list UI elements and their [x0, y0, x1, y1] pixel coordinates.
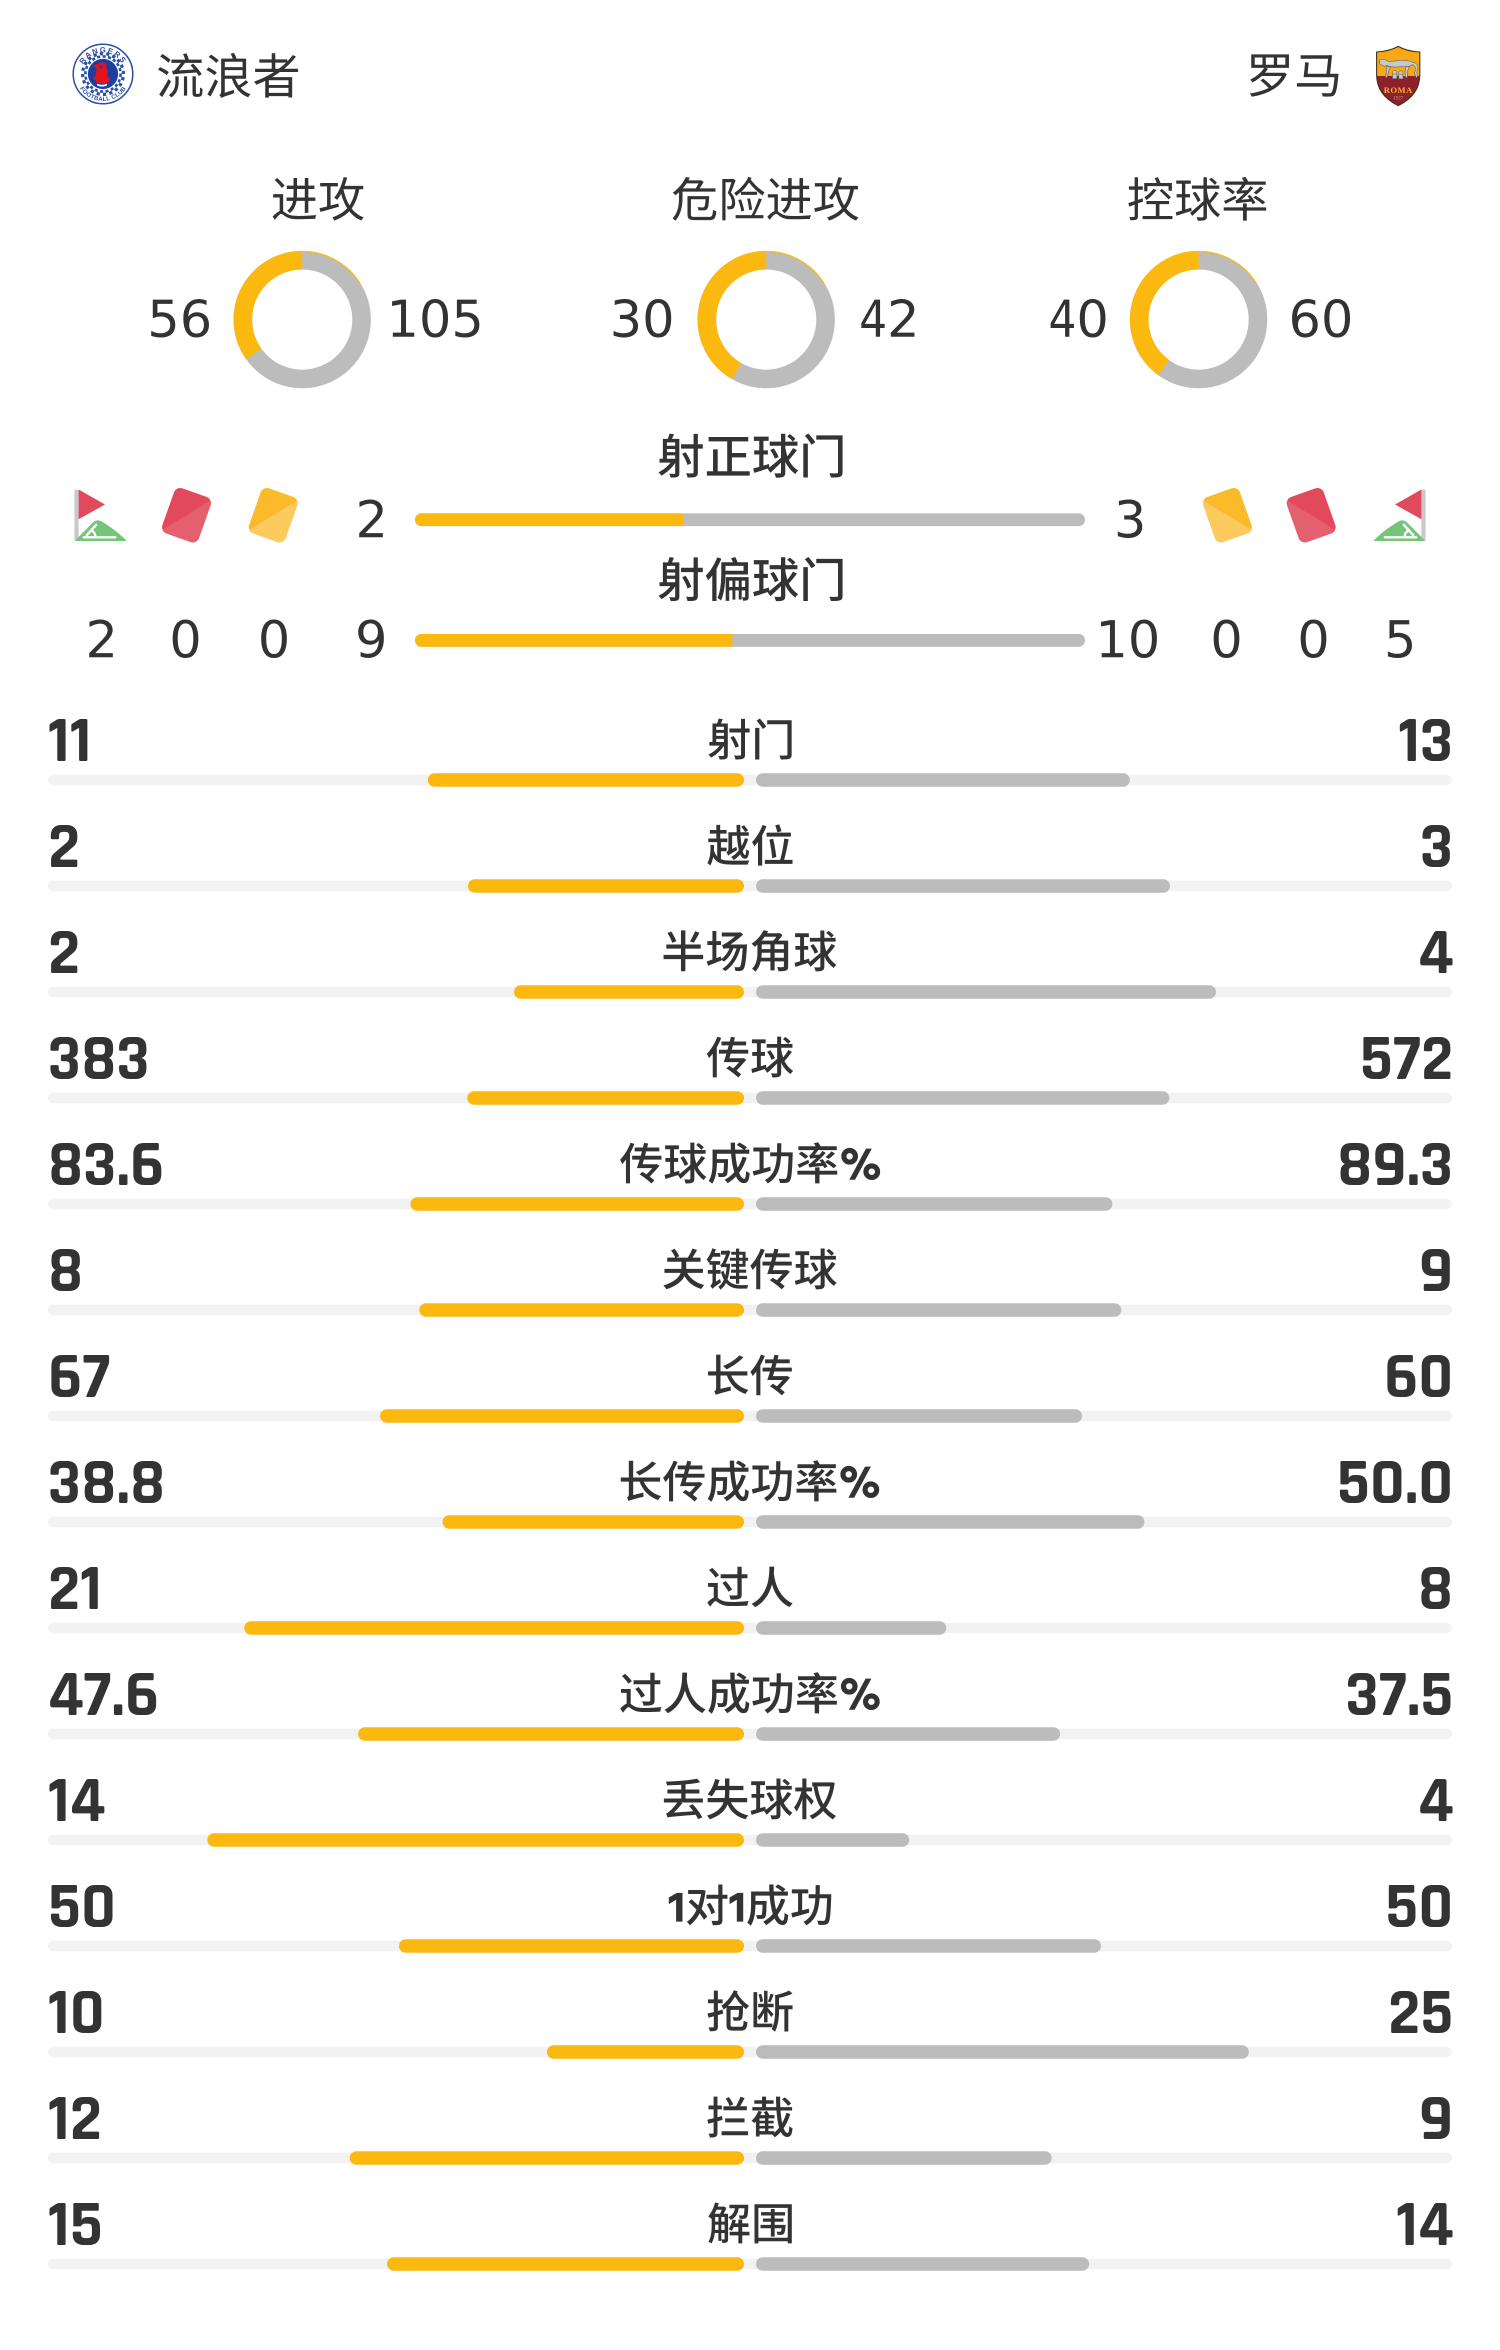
svg-text:1927: 1927 [1393, 97, 1404, 102]
svg-text:ROMA: ROMA [1384, 85, 1413, 95]
